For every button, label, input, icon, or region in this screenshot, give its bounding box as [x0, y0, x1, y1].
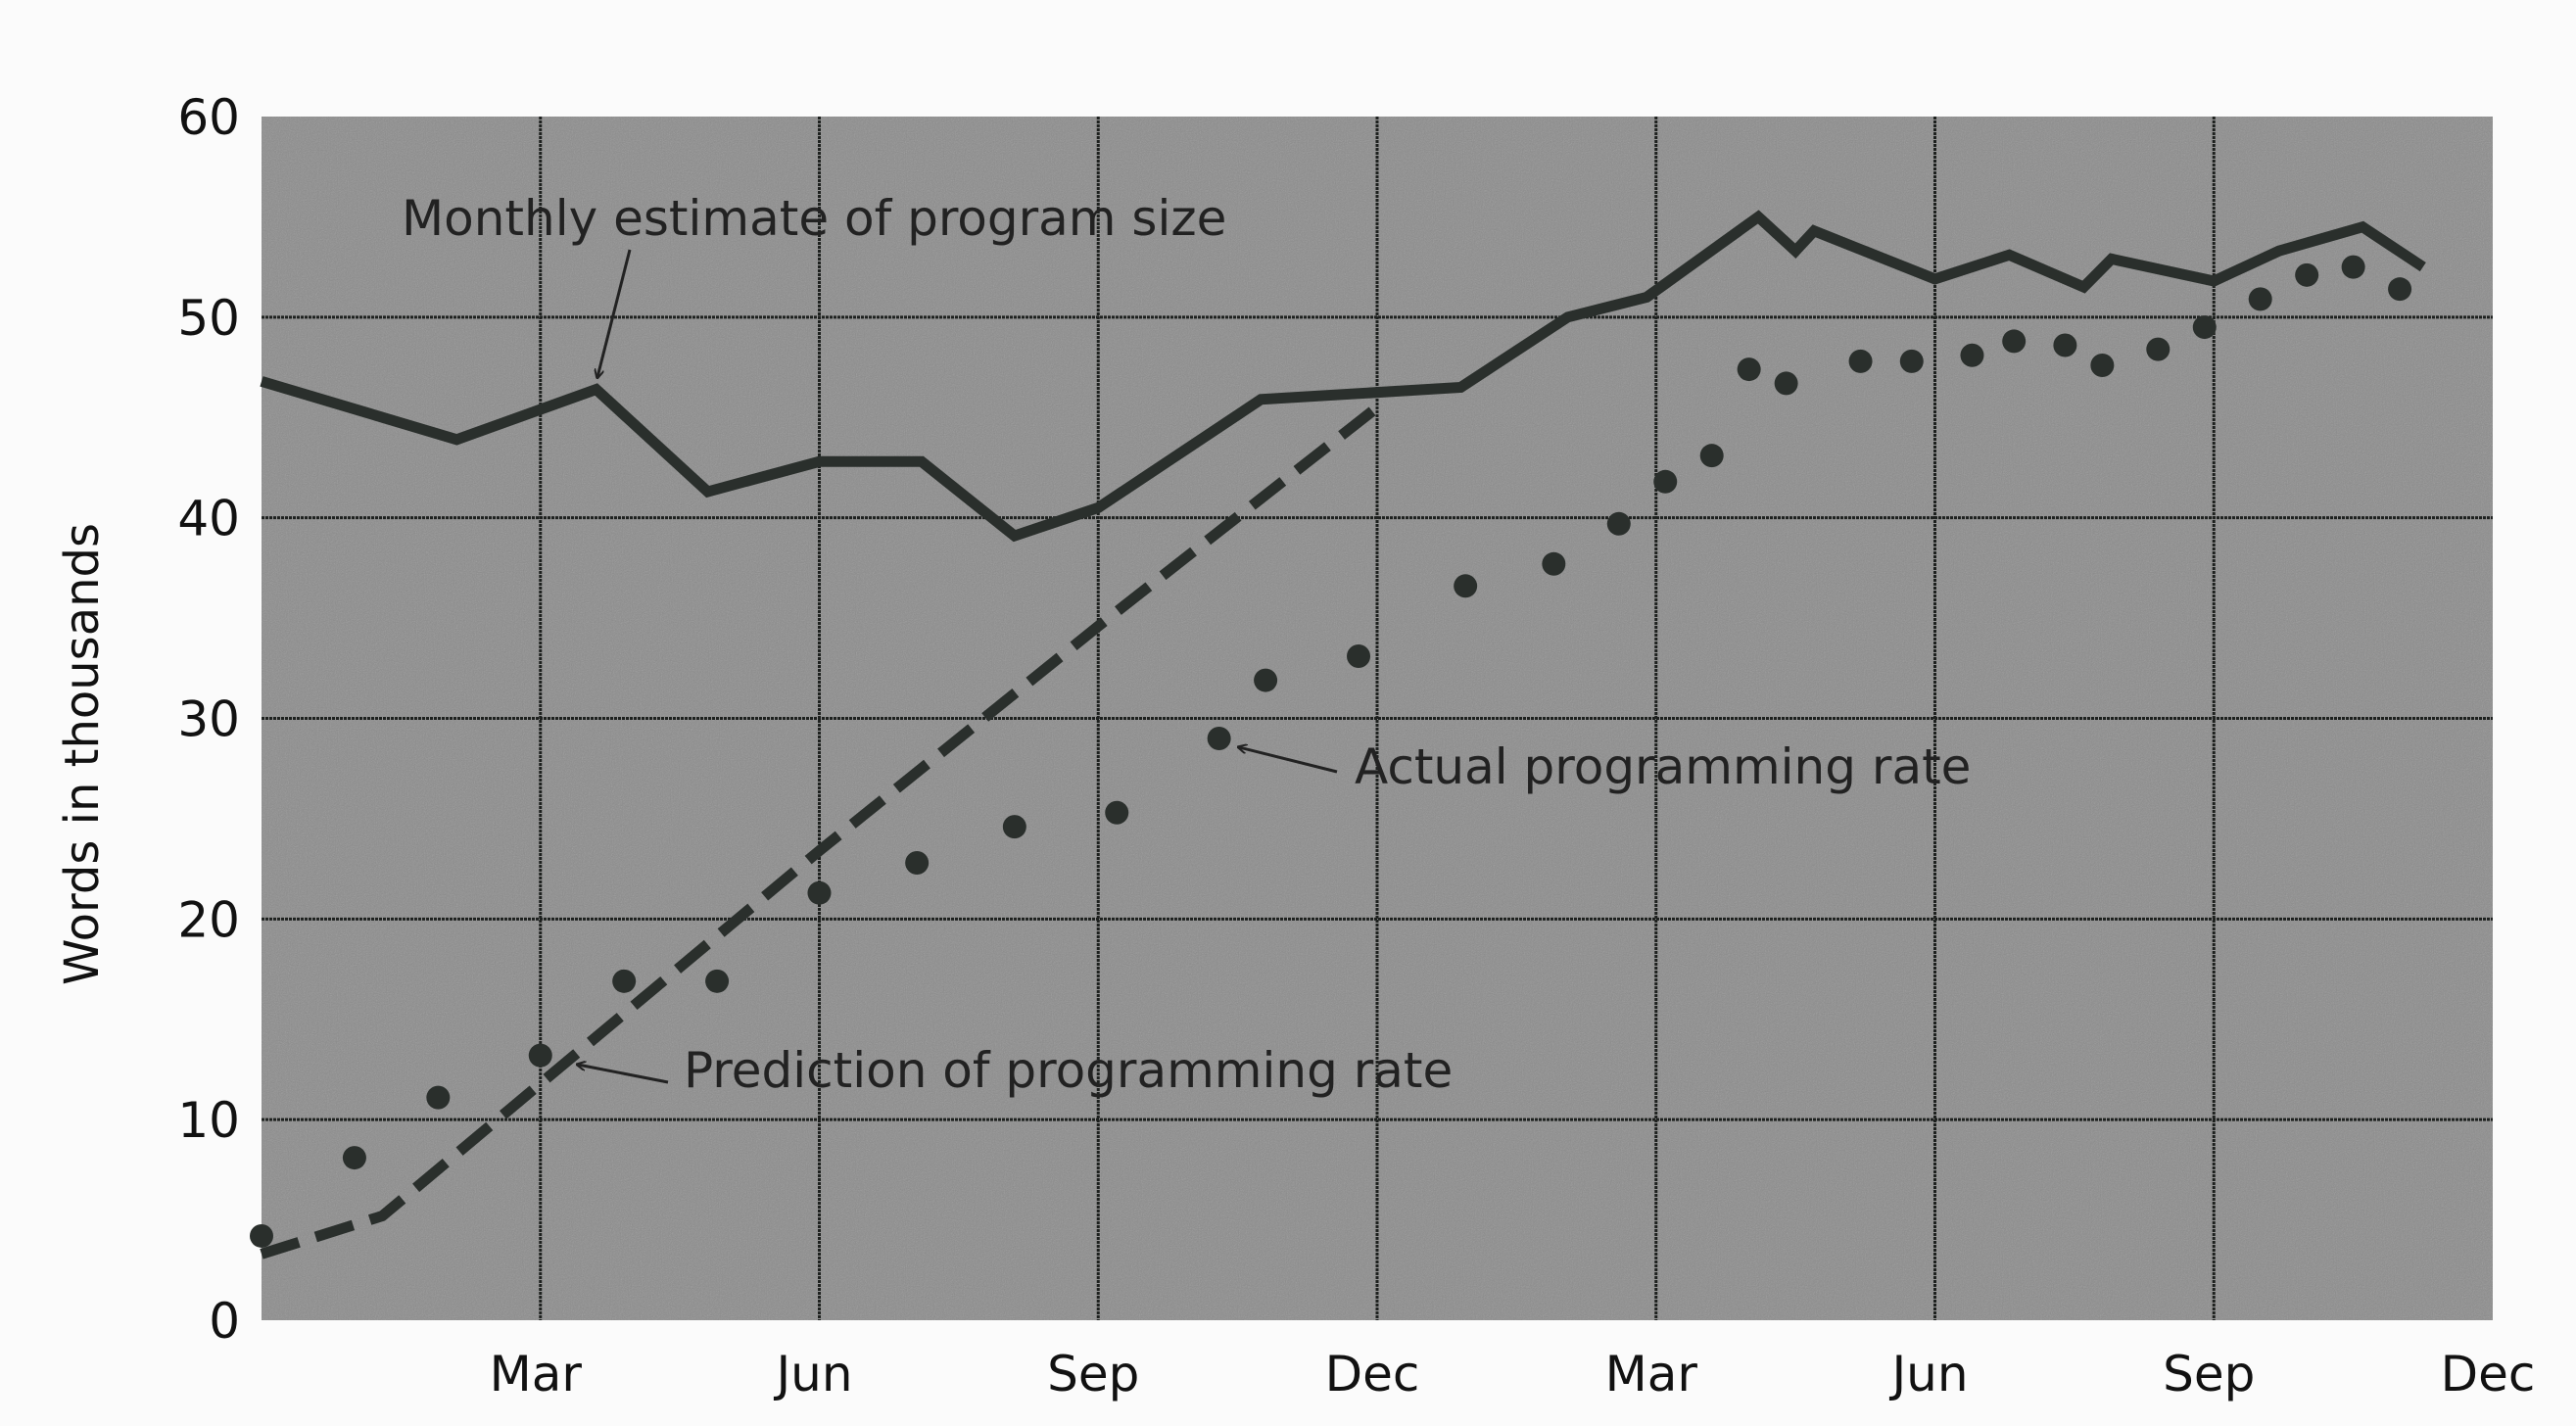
- x-tick-label: Dec: [1325, 1346, 1420, 1402]
- data-point-actual: [2053, 333, 2077, 357]
- y-tick-label: 30: [177, 691, 240, 748]
- data-point-actual: [2002, 329, 2027, 354]
- data-point-actual: [1347, 644, 1371, 669]
- y-axis-label: Words in thousands: [55, 523, 110, 985]
- data-point-actual: [1542, 551, 1566, 576]
- annotation-actual-rate: Actual programming rate: [1355, 738, 1971, 795]
- data-point-actual: [1774, 371, 1798, 396]
- x-tick-label: Mar: [1605, 1346, 1698, 1402]
- annotation-prediction-arrow: [578, 1065, 669, 1084]
- series-line-prediction: [260, 403, 1381, 1260]
- data-point-actual: [1454, 574, 1478, 598]
- data-point-actual: [528, 1043, 552, 1068]
- data-point-actual: [612, 969, 637, 993]
- x-tick-label: Sep: [1047, 1346, 1139, 1402]
- data-point-actual: [1105, 800, 1129, 825]
- x-tick-label: Mar: [490, 1346, 583, 1402]
- grid: [262, 117, 2493, 1320]
- data-point-actual: [2146, 337, 2171, 361]
- y-tick-label: 20: [177, 891, 240, 948]
- data-point-actual: [2341, 255, 2365, 279]
- annotation-program-size-arrow: [597, 249, 632, 377]
- data-point-actual: [1254, 668, 1278, 692]
- x-axis-ticks: Mar Jun Sep Dec Mar Jun Sep Dec: [490, 1346, 2536, 1402]
- x-tick-label: Jun: [773, 1346, 852, 1402]
- y-tick-label: 0: [209, 1293, 240, 1350]
- y-tick-label: 40: [177, 491, 240, 547]
- annotation-actual-rate-arrow: [1239, 747, 1338, 774]
- data-point-actual: [342, 1146, 366, 1170]
- data-point-actual: [2192, 315, 2217, 340]
- annotation-prediction: Prediction of programming rate: [684, 1042, 1453, 1099]
- data-point-actual: [1899, 349, 1924, 373]
- annotations: Monthly estimate of program size Actual …: [402, 190, 1971, 1099]
- data-point-actual: [1848, 349, 1873, 373]
- data-point-actual: [1207, 726, 1231, 750]
- data-point-actual: [250, 1223, 273, 1248]
- data-point-actual: [2388, 277, 2412, 302]
- data-point-actual: [705, 969, 730, 993]
- y-tick-label: 10: [177, 1092, 240, 1149]
- data-point-actual: [2295, 262, 2319, 287]
- data-point-actual: [1737, 357, 1761, 382]
- x-tick-label: Jun: [1888, 1346, 1968, 1402]
- data-point-actual: [1002, 815, 1026, 839]
- series-line-program-size: [260, 210, 2426, 543]
- data-point-actual: [2090, 353, 2115, 377]
- x-tick-label: Sep: [2163, 1346, 2255, 1402]
- y-tick-label: 50: [177, 290, 240, 347]
- data-point-actual: [1606, 511, 1631, 536]
- series-layer: [250, 210, 2426, 1260]
- data-point-actual: [1960, 343, 1984, 367]
- data-point-actual: [807, 880, 832, 905]
- y-tick-label: 60: [177, 89, 240, 146]
- data-point-actual: [1653, 469, 1678, 494]
- y-axis-ticks: 0 10 20 30 40 50 60: [177, 89, 240, 1350]
- data-point-actual: [426, 1085, 451, 1110]
- x-tick-label: Dec: [2441, 1346, 2536, 1402]
- data-point-actual: [905, 850, 930, 875]
- annotation-program-size: Monthly estimate of program size: [402, 190, 1226, 247]
- data-point-actual: [1699, 444, 1724, 468]
- data-point-actual: [2248, 287, 2272, 311]
